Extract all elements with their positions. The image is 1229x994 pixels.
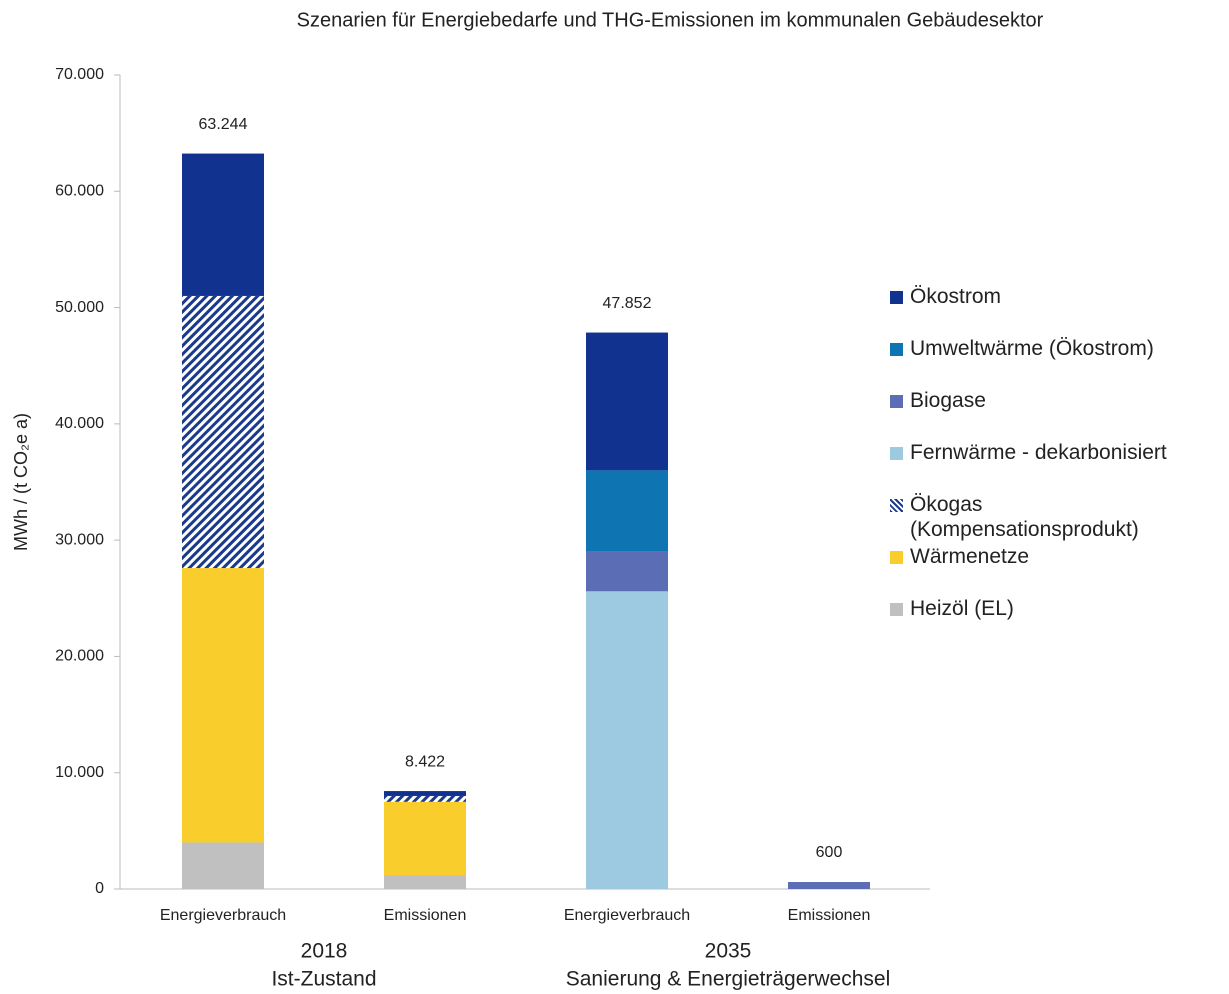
group-subtitle: Ist-Zustand [271, 968, 376, 991]
bar-segment [586, 591, 668, 889]
legend-label: Fernwärme - dekarbonisiert [910, 441, 1167, 464]
bar-segment [182, 842, 264, 889]
bar-segment [182, 295, 264, 569]
legend-swatch [890, 343, 903, 356]
total-label: 8.422 [405, 753, 445, 770]
legend-swatch [890, 291, 903, 304]
y-tick-label: 50.000 [55, 299, 104, 316]
legend-item: Fernwärme - dekarbonisiert [890, 440, 1210, 465]
bar-segment [788, 882, 870, 889]
x-tick-label: Energieverbrauch [160, 907, 286, 924]
legend-swatch [890, 499, 903, 512]
bar-segment [586, 470, 668, 552]
bar-segment [182, 568, 264, 843]
y-tick-label: 10.000 [55, 764, 104, 781]
y-tick-label: 0 [95, 880, 104, 897]
legend-label: Wärmenetze [910, 545, 1030, 568]
legend-item: Wärmenetze [890, 544, 1210, 569]
legend-swatch [890, 447, 903, 460]
y-tick-label: 30.000 [55, 531, 104, 548]
y-axis-label: MWh / (t CO₂e a) [11, 413, 31, 551]
legend-swatch [890, 395, 903, 408]
legend-item: Biogase [890, 388, 1210, 413]
group-label: 2035 [705, 940, 752, 963]
y-tick-label: 20.000 [55, 648, 104, 665]
legend-item: Heizöl (EL) [890, 596, 1210, 621]
bar-segment [384, 875, 466, 889]
bar-segment [384, 795, 466, 802]
legend-swatch [890, 603, 903, 616]
x-tick-label: Energieverbrauch [564, 907, 690, 924]
bar-segment [586, 332, 668, 471]
y-tick-label: 60.000 [55, 183, 104, 200]
legend-item: Ökostrom [890, 284, 1210, 309]
legend-swatch [890, 551, 903, 564]
y-tick-label: 40.000 [55, 415, 104, 432]
legend-label: Heizöl (EL) [910, 597, 1014, 620]
legend: Ökostrom Umweltwärme (Ökostrom) Biogase Fer… [890, 284, 1225, 648]
total-label: 600 [816, 844, 843, 861]
group-subtitle: Sanierung & Energieträgerwechsel [566, 968, 891, 991]
total-label: 47.852 [603, 295, 652, 312]
legend-item: Umweltwärme (Ökostrom) [890, 336, 1210, 361]
x-tick-label: Emissionen [384, 907, 467, 924]
x-tick-label: Emissionen [788, 907, 871, 924]
legend-label: Umweltwärme (Ökostrom) [910, 337, 1154, 360]
legend-label: Biogase [910, 389, 986, 412]
group-label: 2018 [301, 940, 348, 963]
legend-label: Ökogas (Kompensationsprodukt) [910, 493, 1139, 541]
legend-item: Ökogas (Kompensationsprodukt) [890, 492, 1210, 542]
bar-segment [384, 791, 466, 796]
bar-segment [182, 153, 264, 296]
chart-title: Szenarien für Energiebedarfe und THG-Emi… [297, 9, 1044, 31]
y-tick-label: 70.000 [55, 66, 104, 83]
legend-label: Ökostrom [910, 285, 1002, 308]
total-label: 63.244 [199, 116, 248, 133]
bar-segment [586, 551, 668, 592]
bar-segment [384, 801, 466, 876]
